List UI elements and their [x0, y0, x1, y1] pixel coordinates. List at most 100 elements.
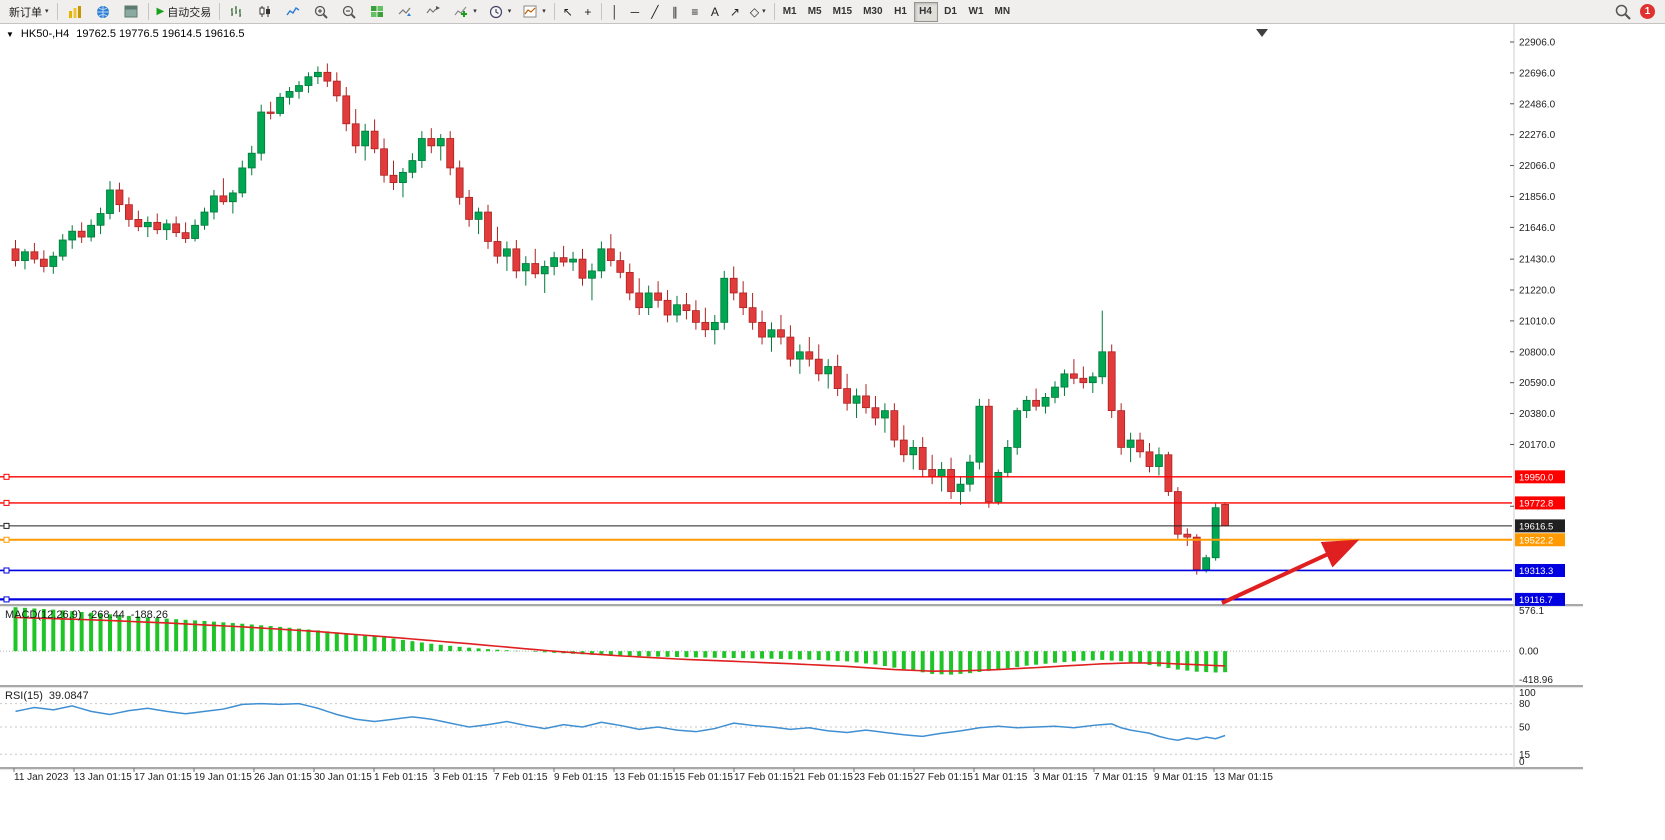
svg-text:9 Mar 01:15: 9 Mar 01:15 — [1154, 772, 1208, 783]
tile-windows-button[interactable] — [363, 2, 391, 22]
zoom-out-icon — [340, 4, 358, 20]
chart-title: ▼ HK50-,H4 19762.5 19776.5 19614.5 19616… — [6, 28, 244, 40]
indicators-button[interactable]: ▾ — [447, 2, 482, 22]
price-chart-canvas[interactable]: 22906.0 22696.0 22486.0 22276.0 22066.0 21856… — [0, 24, 1665, 840]
timeframe-button-mn[interactable]: MN — [990, 2, 1016, 22]
caret-down-icon: ▾ — [762, 8, 766, 15]
trendline-icon: ╱ — [651, 4, 659, 19]
toolbar-separator — [773, 3, 775, 20]
svg-text:19522.2: 19522.2 — [1519, 535, 1553, 546]
chart-ohlc-values: 19762.5 19776.5 19614.5 19616.5 — [76, 28, 245, 40]
timeframe-button-w1[interactable]: W1 — [964, 2, 989, 22]
svg-text:19 Jan 01:15: 19 Jan 01:15 — [194, 772, 252, 783]
svg-text:21010.0: 21010.0 — [1519, 316, 1556, 327]
chart-window: ▼ HK50-,H4 19762.5 19776.5 19614.5 19616… — [0, 24, 1665, 840]
cursor-tool-button[interactable]: ↖ — [558, 2, 578, 22]
horizontal-line-icon: ─ — [630, 4, 640, 19]
svg-text:80: 80 — [1519, 699, 1531, 710]
shapes-tool-icon: ◇ — [749, 4, 760, 19]
level-price-labels: 19950.0 19772.8 19616.5 19522.2 19313.3 19116… — [1515, 470, 1565, 606]
macd-histogram — [13, 607, 1228, 675]
macd-signal-value: -188.26 — [130, 609, 169, 621]
navigator-button[interactable] — [89, 2, 117, 22]
svg-text:13 Mar 01:15: 13 Mar 01:15 — [1214, 772, 1273, 783]
periods-button[interactable]: ▾ — [482, 2, 517, 22]
vertical-line-tool-button[interactable]: │ — [605, 2, 625, 22]
shapes-tool-button[interactable]: ◇ ▾ — [745, 2, 771, 22]
macd-indicator-label: MACD(12,26,9) -268.44 -188.26 — [5, 609, 168, 621]
svg-text:19950.0: 19950.0 — [1519, 472, 1553, 483]
text-tool-label: A — [710, 4, 719, 19]
collapse-triangle-icon[interactable]: ▼ — [6, 29, 14, 39]
svg-text:23 Feb 01:15: 23 Feb 01:15 — [854, 772, 913, 783]
horizontal-level-lines[interactable] — [0, 473, 1512, 603]
panel-separators[interactable] — [0, 24, 1583, 771]
channel-tool-button[interactable]: ∥ — [665, 2, 685, 22]
svg-text:20800.0: 20800.0 — [1519, 347, 1556, 358]
caret-down-icon: ▾ — [507, 8, 512, 15]
channel-icon: ∥ — [671, 4, 678, 19]
caret-down-icon: ▾ — [542, 8, 546, 15]
terminal-button[interactable] — [117, 2, 145, 22]
svg-text:100: 100 — [1519, 688, 1536, 699]
timeframe-button-m5[interactable]: M5 — [803, 2, 827, 22]
search-icon[interactable] — [1614, 4, 1632, 20]
svg-text:13 Feb 01:15: 13 Feb 01:15 — [614, 772, 673, 783]
rsi-level-lines — [0, 703, 1512, 755]
timeframe-button-d1[interactable]: D1 — [939, 2, 963, 22]
zoom-in-icon — [312, 4, 330, 20]
market-watch-button[interactable] — [61, 2, 89, 22]
chart-line-button[interactable] — [279, 2, 307, 22]
arrows-tool-button[interactable]: ↗ — [725, 2, 745, 22]
timeframe-button-h1[interactable]: H1 — [889, 2, 913, 22]
horizontal-line-tool-button[interactable]: ─ — [625, 2, 645, 22]
chart-shift-marker[interactable] — [1256, 29, 1268, 37]
notification-badge[interactable]: 1 — [1640, 4, 1655, 19]
trendline-tool-button[interactable]: ╱ — [645, 2, 665, 22]
auto-scroll-button[interactable] — [391, 2, 419, 22]
svg-text:13 Jan 01:15: 13 Jan 01:15 — [74, 772, 132, 783]
time-axis[interactable]: 11 Jan 2023 13 Jan 01:15 17 Jan 01:15 19 Ja… — [13, 768, 1273, 783]
play-icon: ▶ — [156, 5, 165, 17]
timeframe-button-m30[interactable]: M30 — [858, 2, 887, 22]
candlestick-series — [11, 63, 1229, 575]
chart-candlesticks-button[interactable] — [251, 2, 279, 22]
svg-text:7 Mar 01:15: 7 Mar 01:15 — [1094, 772, 1148, 783]
svg-text:19313.3: 19313.3 — [1519, 566, 1553, 577]
trend-arrow-annotation[interactable] — [1221, 539, 1360, 605]
svg-text:22696.0: 22696.0 — [1519, 68, 1556, 79]
svg-text:22486.0: 22486.0 — [1519, 99, 1556, 110]
clock-icon — [487, 4, 505, 20]
svg-text:11 Jan 2023: 11 Jan 2023 — [14, 772, 69, 783]
fibonacci-tool-button[interactable]: ≡ — [685, 2, 705, 22]
svg-text:22276.0: 22276.0 — [1519, 130, 1556, 141]
crosshair-tool-button[interactable]: + — [578, 2, 598, 22]
chart-bars-button[interactable] — [223, 2, 251, 22]
svg-text:0.00: 0.00 — [1519, 647, 1539, 658]
zoom-out-button[interactable] — [335, 2, 363, 22]
caret-down-icon: ▾ — [45, 8, 49, 15]
macd-title: MACD(12,26,9) — [5, 609, 82, 621]
price-axis[interactable]: 22906.0 22696.0 22486.0 22276.0 22066.0 21856… — [1510, 38, 1556, 513]
globe-icon — [94, 4, 112, 20]
svg-text:15 Feb 01:15: 15 Feb 01:15 — [674, 772, 733, 783]
bar-chart-colored-icon — [66, 4, 84, 20]
timeframe-button-m1[interactable]: M1 — [778, 2, 802, 22]
svg-text:1 Feb 01:15: 1 Feb 01:15 — [374, 772, 428, 783]
svg-text:22906.0: 22906.0 — [1519, 38, 1556, 49]
timeframe-button-h4[interactable]: H4 — [913, 1, 938, 22]
autotrading-button[interactable]: ▶ 自动交易 — [152, 2, 217, 22]
templates-button[interactable]: ▾ — [516, 2, 551, 22]
chart-shift-button[interactable] — [419, 2, 447, 22]
macd-signal-line — [15, 616, 1226, 672]
svg-text:0: 0 — [1519, 757, 1525, 768]
svg-text:15: 15 — [1519, 750, 1531, 761]
svg-text:19116.7: 19116.7 — [1519, 595, 1553, 606]
zoom-in-button[interactable] — [307, 2, 335, 22]
text-tool-button[interactable]: A — [705, 2, 725, 22]
rsi-indicator-label: RSI(15) 39.0847 — [5, 690, 89, 702]
new-order-button[interactable]: 新订单 ▾ — [4, 2, 54, 22]
toolbar-separator — [600, 3, 602, 20]
timeframe-button-m15[interactable]: M15 — [828, 2, 857, 22]
